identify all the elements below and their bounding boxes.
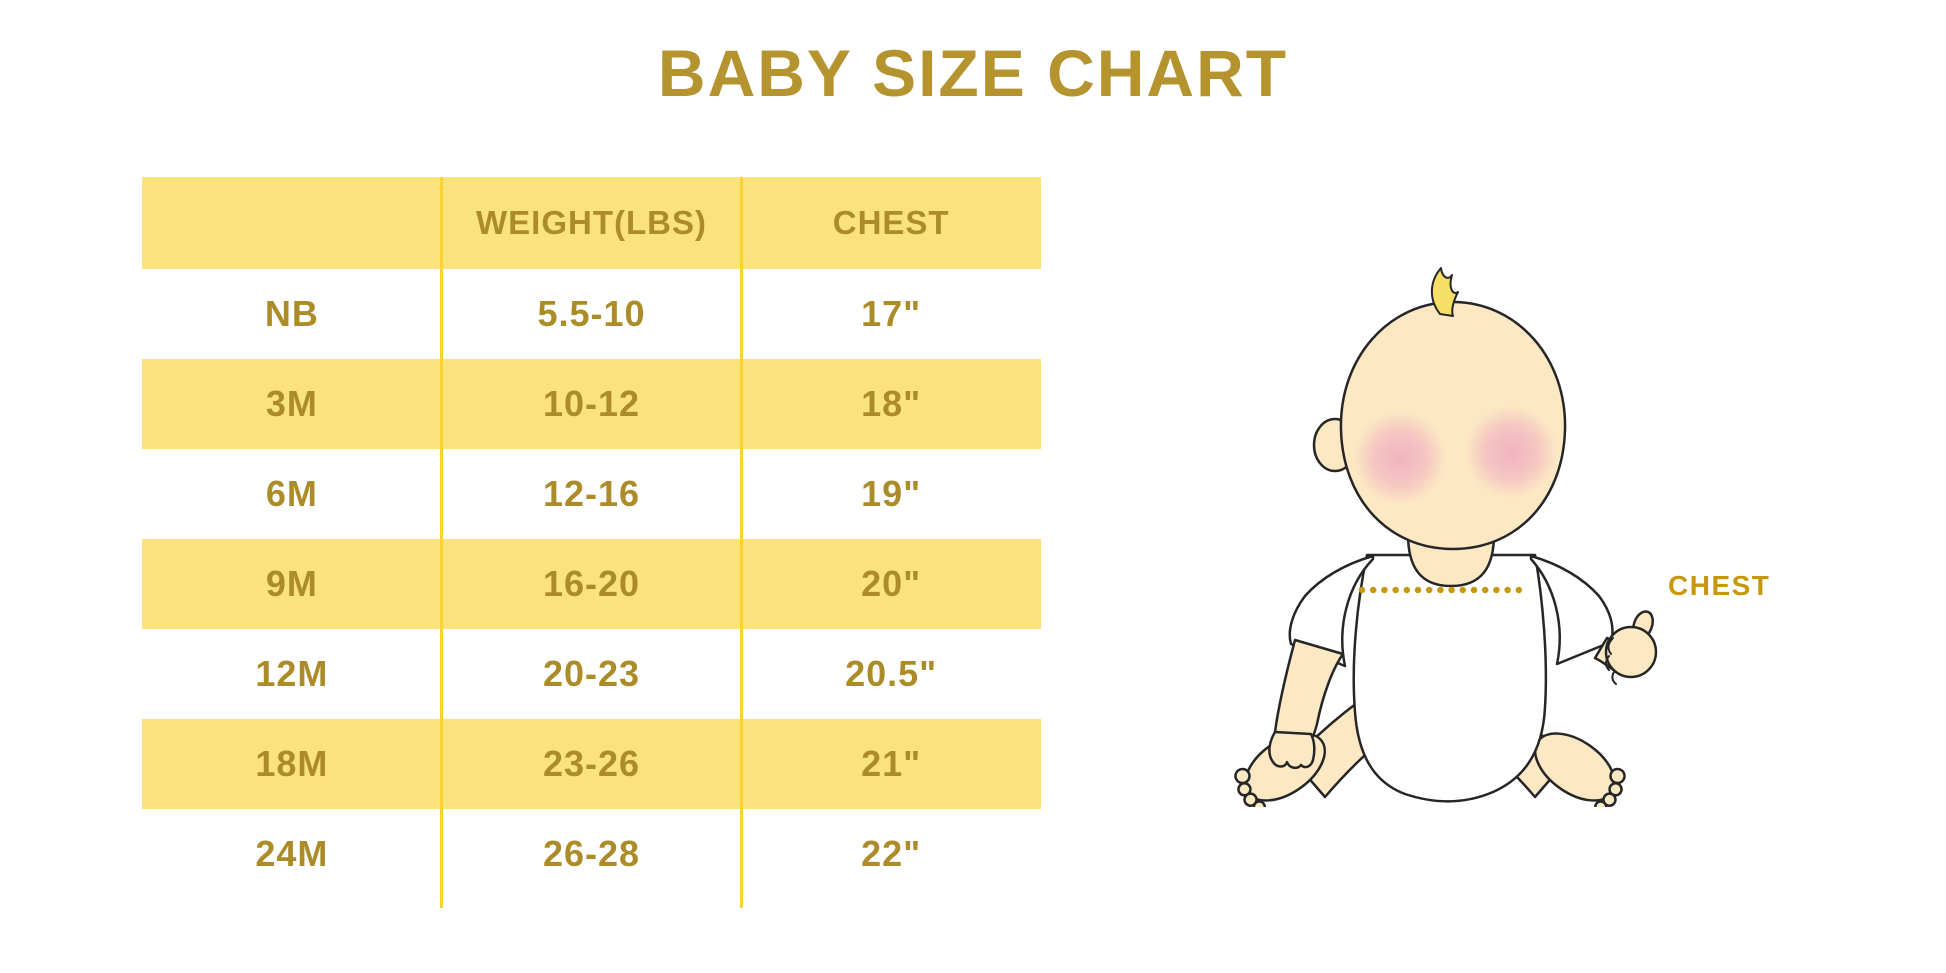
size-cell: 9M — [265, 563, 318, 604]
chest-cell: 20.5" — [845, 653, 938, 694]
table-column-divider — [440, 177, 443, 908]
column-header-size — [142, 177, 442, 269]
baby-size-table: WEIGHT(LBS) CHEST NB 5.5-10 17" 3M 10-12… — [142, 177, 1041, 908]
chest-cell: 19" — [861, 473, 922, 514]
baby-right-sleeve — [1529, 554, 1614, 666]
table-row: 3M 10-12 18" — [142, 359, 1041, 449]
baby-onesie — [1352, 553, 1548, 803]
page-title: BABY SIZE CHART — [657, 36, 1289, 110]
chest-cell: 21" — [861, 743, 922, 784]
table-body: NB 5.5-10 17" 3M 10-12 18" 6M 12-16 19" … — [142, 269, 1041, 899]
table-header-row: WEIGHT(LBS) CHEST — [142, 177, 1041, 269]
size-cell: NB — [264, 293, 319, 334]
baby-right-arm-fist — [1593, 610, 1658, 685]
column-header-weight: WEIGHT(LBS) — [476, 204, 707, 241]
chest-cell: 20" — [861, 563, 922, 604]
table-row: 18M 23-26 21" — [142, 719, 1041, 809]
table-row: 9M 16-20 20" — [142, 539, 1041, 629]
weight-cell: 20-23 — [542, 653, 641, 694]
weight-cell: 10-12 — [542, 383, 641, 424]
size-cell: 3M — [265, 383, 318, 424]
size-cell: 18M — [255, 743, 329, 784]
baby-blush-left — [1353, 411, 1447, 505]
size-cell: 6M — [265, 473, 318, 514]
weight-cell: 23-26 — [542, 743, 641, 784]
size-cell: 24M — [255, 833, 329, 874]
table-column-divider — [740, 177, 743, 908]
weight-cell: 26-28 — [542, 833, 641, 874]
baby-left-sleeve — [1288, 554, 1375, 668]
baby-hair-tuft — [1430, 267, 1459, 317]
chest-cell: 18" — [861, 383, 922, 424]
column-header-chest: CHEST — [832, 204, 950, 241]
table-row: 6M 12-16 19" — [142, 449, 1041, 539]
baby-blush-right — [1464, 405, 1558, 499]
weight-cell: 12-16 — [542, 473, 641, 514]
baby-left-arm — [1268, 638, 1345, 770]
table-row: 12M 20-23 20.5" — [142, 629, 1041, 719]
size-cell: 12M — [255, 653, 329, 694]
weight-cell: 5.5-10 — [537, 293, 646, 334]
baby-illustration — [1234, 267, 1658, 807]
table-row: 24M 26-28 22" — [142, 809, 1041, 899]
weight-cell: 16-20 — [542, 563, 641, 604]
table-row: NB 5.5-10 17" — [142, 269, 1041, 359]
chest-cell: 17" — [861, 293, 922, 334]
chest-cell: 22" — [861, 833, 922, 874]
chest-diagram-label: CHEST — [1668, 570, 1771, 601]
